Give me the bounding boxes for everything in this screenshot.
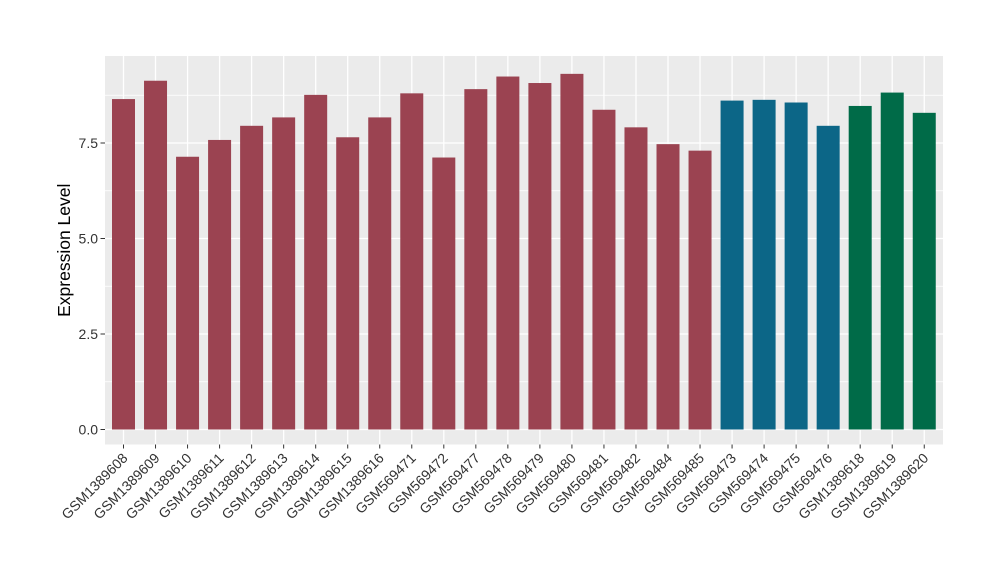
bar-GSM569474 [752,99,776,430]
bar-GSM1389608 [112,99,135,430]
x-axis-labels: GSM1389608GSM1389609GSM1389610GSM1389611… [58,450,931,523]
bar-GSM569482 [624,127,648,430]
bar-GSM1389613 [272,117,296,430]
bar-GSM1389609 [144,80,168,430]
bar-GSM569480 [560,73,584,430]
bar-GSM1389610 [176,156,200,430]
bar-GSM569471 [400,93,424,430]
bar-GSM1389618 [848,105,872,430]
bar-GSM569473 [720,100,744,430]
bar-GSM1389620 [912,112,936,430]
bar-GSM569479 [528,83,552,430]
y-axis-labels: 0.0 2.5 5.0 7.5 [79,135,99,438]
y-axis-title: Expression Level [54,184,74,317]
y-tick-label: 7.5 [79,135,99,151]
bar-GSM569477 [464,89,488,430]
bar-GSM1389612 [240,125,264,430]
bar-GSM569476 [816,125,840,430]
y-tick-label: 5.0 [79,231,99,247]
x-axis-ticks [123,444,925,449]
bar-GSM569484 [656,144,680,430]
bar-GSM1389615 [336,137,360,430]
y-axis-ticks [100,142,105,430]
y-tick-label: 0.0 [79,422,99,438]
bar-GSM1389619 [880,92,904,430]
bar-GSM1389616 [368,117,392,430]
bar-GSM1389611 [208,139,232,430]
y-tick-label: 2.5 [79,326,99,342]
bar-GSM1389614 [304,94,328,430]
bar-GSM569481 [592,109,616,430]
bar-GSM569472 [432,157,456,430]
bar-GSM569478 [496,76,520,430]
bar-GSM569485 [688,150,712,430]
bars [112,73,936,430]
bar-GSM569475 [784,102,808,430]
